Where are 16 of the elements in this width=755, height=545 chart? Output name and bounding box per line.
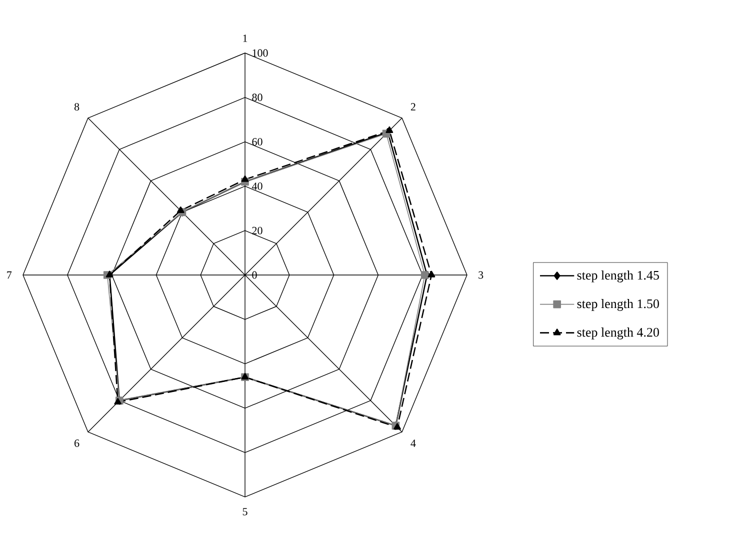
spoke-label: 4 <box>410 440 416 447</box>
y-tick-label: 80 <box>252 94 262 102</box>
spoke-label: 7 <box>7 271 12 279</box>
y-tick-label: 40 <box>252 182 262 190</box>
y-tick-label: 100 <box>252 49 268 57</box>
spoke-label: 3 <box>478 271 484 279</box>
spoke-label: 2 <box>410 103 416 110</box>
spoke-label: 1 <box>243 34 248 42</box>
legend-label: step length 1.50 <box>577 299 659 311</box>
legend-label: step length 4.20 <box>577 328 659 340</box>
spoke-label: 5 <box>242 508 248 516</box>
spoke-label: 6 <box>74 440 80 447</box>
y-tick-label: 20 <box>252 226 262 234</box>
y-tick-label: 60 <box>252 138 262 146</box>
spoke-label: 8 <box>74 103 80 110</box>
legend-label: step length 1.45 <box>577 270 659 282</box>
